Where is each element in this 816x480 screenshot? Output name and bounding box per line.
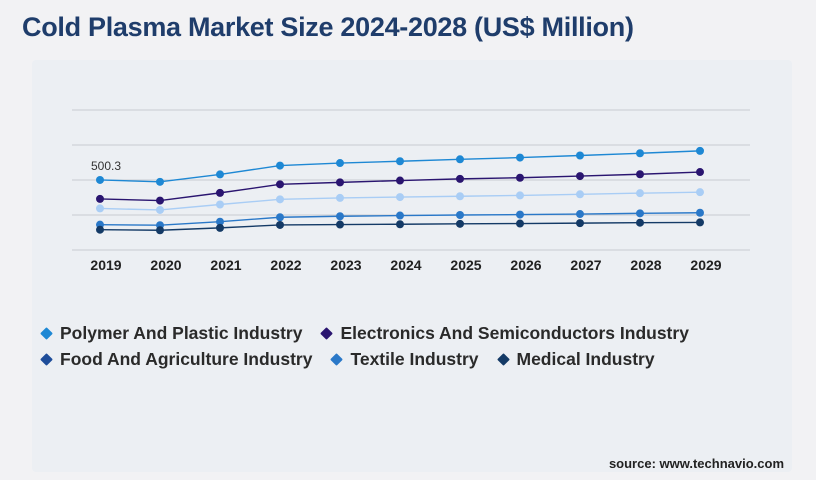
data-point <box>96 225 104 234</box>
chart-legend: Polymer And Plastic Industry Electronics… <box>40 322 760 370</box>
data-point <box>396 211 404 220</box>
data-point <box>576 190 584 199</box>
data-point <box>156 177 164 186</box>
data-point <box>396 157 404 166</box>
data-point <box>396 176 404 185</box>
legend-item-electronics: Electronics And Semiconductors Industry <box>320 322 689 344</box>
data-point <box>516 210 524 219</box>
x-axis-ticks: 2019 2020 2021 2022 2023 2024 2025 2026 2027 2028… <box>90 257 721 273</box>
data-point <box>456 192 464 201</box>
data-point <box>396 193 404 202</box>
data-point <box>156 196 164 205</box>
data-point <box>516 219 524 228</box>
x-tick-label: 2029 <box>690 257 721 273</box>
data-point <box>696 218 704 227</box>
data-point <box>696 188 704 197</box>
data-point <box>636 209 644 218</box>
data-point <box>636 218 644 227</box>
data-point <box>636 149 644 158</box>
legend-marker-icon <box>40 326 53 340</box>
legend-item-textile: Textile Industry <box>330 348 479 370</box>
x-tick-label: 2028 <box>630 257 661 273</box>
data-point <box>96 194 104 203</box>
data-point <box>276 220 284 229</box>
data-point <box>636 170 644 179</box>
source-credit: source: www.technavio.com <box>608 456 784 471</box>
data-point <box>336 178 344 187</box>
x-tick-label: 2024 <box>390 257 421 273</box>
data-point <box>576 219 584 228</box>
data-label: 500.3 <box>91 159 121 173</box>
data-point <box>216 223 224 232</box>
legend-marker-icon <box>40 352 53 366</box>
data-point <box>336 212 344 221</box>
legend-marker-icon <box>496 352 510 366</box>
data-point <box>156 226 164 235</box>
series-points <box>96 146 704 235</box>
legend-label: Polymer And Plastic Industry <box>60 322 303 343</box>
data-point <box>516 191 524 200</box>
data-point <box>456 211 464 219</box>
legend-label: Medical Industry <box>516 348 655 369</box>
data-point <box>216 217 224 226</box>
data-point <box>216 188 224 197</box>
data-point <box>156 205 164 214</box>
data-annotations: 500.3 <box>91 159 121 173</box>
data-point <box>456 219 464 228</box>
x-tick-label: 2023 <box>330 257 361 273</box>
legend-label: Food And Agriculture Industry <box>60 348 313 369</box>
chart-panel <box>32 60 792 472</box>
x-tick-label: 2021 <box>210 257 241 273</box>
data-point <box>576 210 584 219</box>
data-point <box>636 189 644 198</box>
legend-marker-icon <box>320 326 334 340</box>
x-tick-label: 2027 <box>570 257 601 273</box>
x-tick-label: 2019 <box>90 257 121 273</box>
data-point <box>396 220 404 229</box>
legend-item-food: Food And Agriculture Industry <box>40 348 312 370</box>
data-point <box>276 195 284 204</box>
data-point <box>96 175 104 184</box>
data-point <box>576 172 584 181</box>
data-point <box>456 174 464 183</box>
x-tick-label: 2020 <box>150 257 181 273</box>
chart-title: Cold Plasma Market Size 2024-2028 (US$ M… <box>22 12 634 42</box>
x-tick-label: 2025 <box>450 257 481 273</box>
legend-item-medical: Medical Industry <box>496 348 655 370</box>
data-point <box>96 204 104 213</box>
data-point <box>336 220 344 229</box>
data-point <box>696 146 704 155</box>
data-point <box>516 153 524 162</box>
legend-label: Electronics And Semiconductors Industry <box>340 322 689 343</box>
data-point <box>696 168 704 177</box>
data-point <box>696 208 704 217</box>
legend-label: Textile Industry <box>350 348 479 369</box>
data-point <box>276 161 284 170</box>
data-point <box>336 159 344 168</box>
x-tick-label: 2022 <box>270 257 301 273</box>
data-point <box>516 173 524 182</box>
data-point <box>336 193 344 202</box>
data-point <box>216 170 224 179</box>
legend-item-polymer: Polymer And Plastic Industry <box>40 322 302 344</box>
legend-marker-icon <box>330 352 344 366</box>
data-point <box>456 155 464 164</box>
x-tick-label: 2026 <box>510 257 541 273</box>
data-point <box>276 213 284 222</box>
data-point <box>276 180 284 189</box>
data-point <box>216 200 224 209</box>
data-point <box>576 151 584 160</box>
